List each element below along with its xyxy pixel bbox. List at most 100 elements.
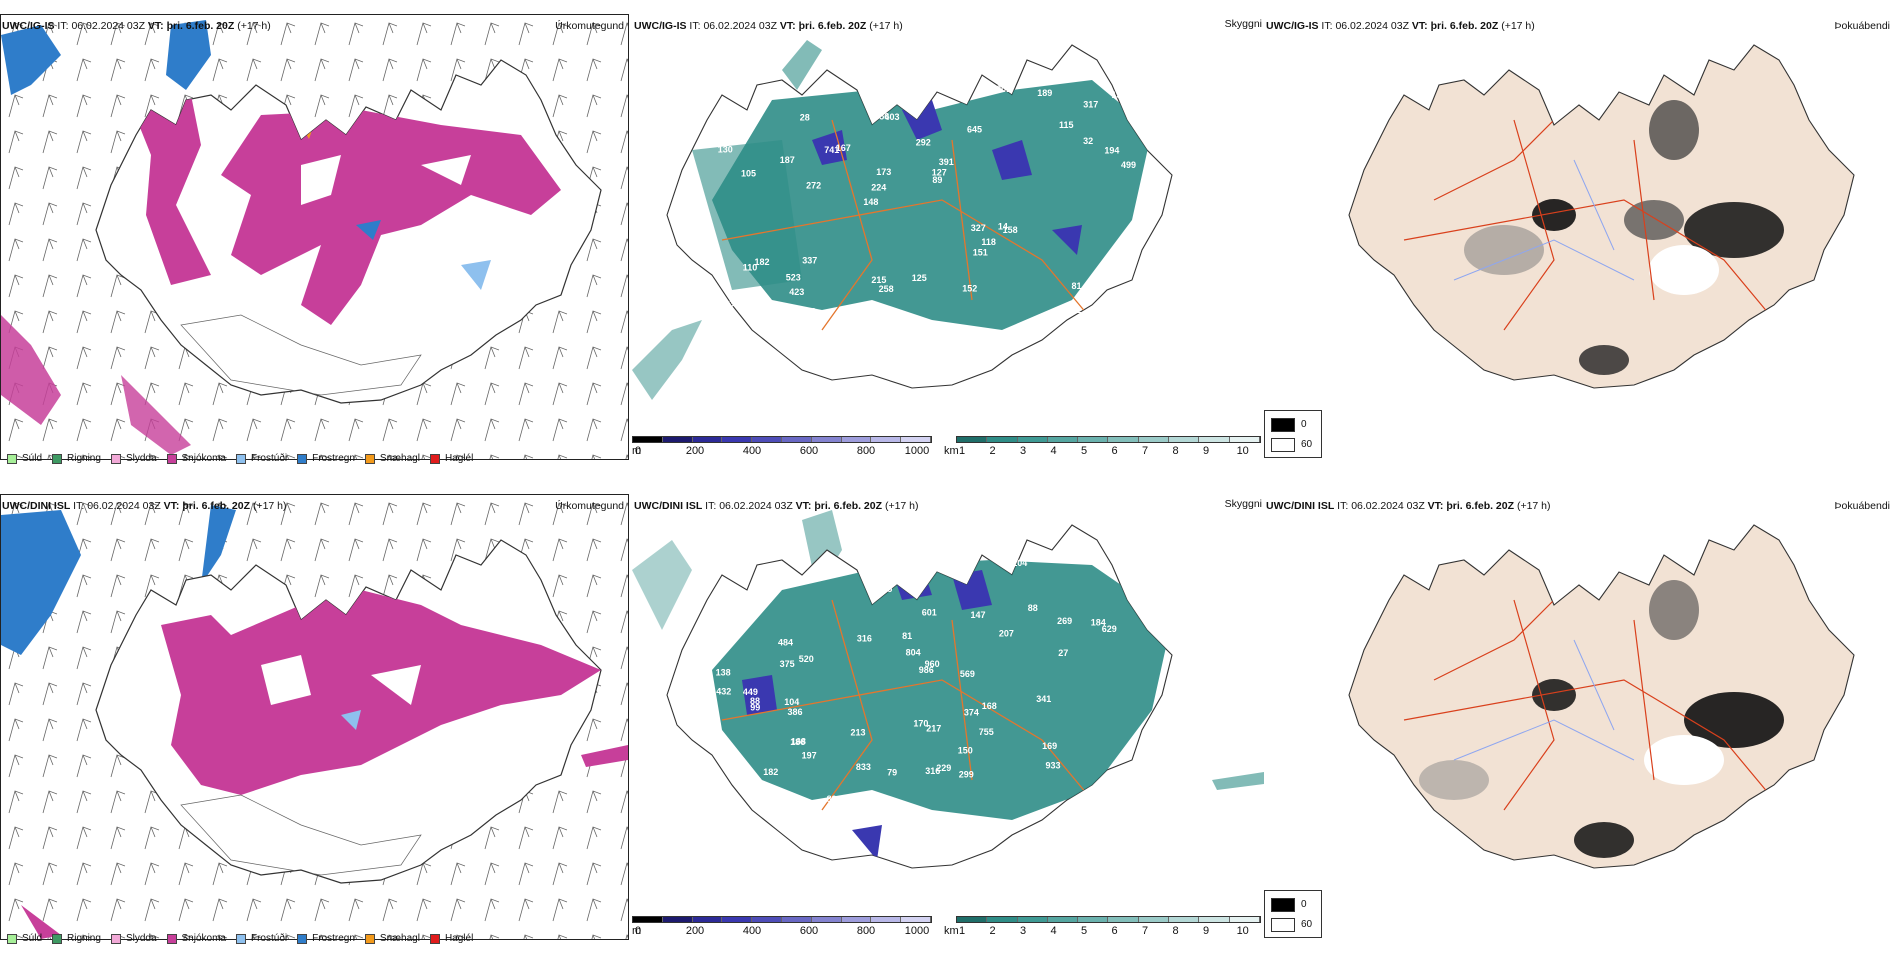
visibility-value-label: 47 [879, 803, 889, 813]
it-label: IT: [689, 20, 701, 32]
tick: 1 [959, 925, 966, 937]
vt-value: þri. 6.feb. 20Z [798, 20, 867, 32]
panel-header: UWC/DINI ISL IT: 06.02.2024 03Z VT: þri.… [1266, 500, 1551, 512]
visibility-value-label: 118 [981, 237, 996, 247]
visibility-value-label: 133 [1112, 90, 1127, 100]
visibility-value-label: 147 [971, 610, 986, 620]
visibility-value-label: 375 [780, 659, 795, 669]
it-label: IT: [705, 500, 717, 512]
visibility-value-label: 403 [885, 112, 900, 122]
legend-swatch [110, 933, 121, 944]
visibility-value-label: 182 [763, 767, 778, 777]
legend-item-snjokoma: Snjókoma [166, 933, 226, 944]
vt-label: VT: [779, 20, 796, 32]
panel-title: Þokuábendi [1834, 500, 1890, 512]
lead-time: (+17 h) [1501, 20, 1535, 32]
visibility-value-label: 149 [761, 329, 776, 339]
legend-label: Súld [22, 453, 43, 464]
visibility-colorbar-m: 0 200 400 600 800 1000 m [632, 916, 932, 942]
model-name: UWC/IG-IS [1266, 20, 1319, 32]
visibility-value-label: 520 [799, 654, 814, 664]
legend-label: Snjókoma [181, 453, 226, 464]
legend-label: Slydda [125, 933, 157, 944]
visibility-value-label: 105 [741, 168, 756, 178]
legend-label: Rigning [67, 453, 101, 464]
legend-swatch [52, 453, 63, 464]
tick: 2 [989, 925, 996, 937]
visibility-value-label: 601 [922, 607, 937, 617]
tick: 400 [742, 925, 762, 937]
visibility-panel: 72 105 317 148 645 142 556 292 182 167 137 423 403 39… [632, 0, 1264, 478]
tick: 10 [1236, 925, 1249, 937]
vt-value: þri. 6.feb. 20Z [166, 20, 235, 32]
visibility-value-label: 374 [964, 708, 979, 718]
visibility-value-label: 316 [925, 766, 940, 776]
precip-type-map [1, 495, 628, 939]
visibility-value-label: 523 [786, 273, 801, 283]
visibility-value-label: 681 [876, 73, 891, 83]
it-value: 06.02.2024 03Z [1335, 20, 1409, 32]
tick: 0 [634, 445, 642, 457]
fog-legend-swatch [1271, 418, 1295, 432]
legend-item-slydda: Slydda [110, 933, 157, 944]
precip-type-legend: Súld Rigning Slydda Snjókoma Frostúði Fr… [7, 453, 473, 464]
model-name: UWC/IG-IS [2, 20, 55, 32]
visibility-map: 182 104 111 88 217 520 386 168 269 207 449 540 755 98… [632, 510, 1264, 869]
visibility-value-label: 229 [936, 763, 951, 773]
visibility-value-label: 556 [874, 111, 889, 121]
visibility-value-label: 833 [856, 762, 871, 772]
visibility-value-label: 194 [1104, 146, 1119, 156]
tick: 8 [1172, 445, 1179, 457]
vt-label: VT: [795, 500, 812, 512]
legend-item-rigning: Rigning [52, 933, 101, 944]
visibility-value-label: 168 [982, 701, 997, 711]
visibility-value-label: 187 [780, 155, 795, 165]
panel-title: Úrkomutegund [555, 20, 624, 32]
visibility-value-label: 106 [894, 63, 909, 73]
model-row-dini-isl: Súld Rigning Slydda Snjókoma Frostúði Fr… [0, 480, 1900, 958]
fog-legend: 0 60 [1264, 890, 1322, 938]
vt-label: VT: [147, 20, 164, 32]
legend-swatch [429, 933, 440, 944]
tick: 10 [1236, 445, 1249, 457]
vt-label: VT: [1411, 20, 1428, 32]
vt-label: VT: [163, 500, 180, 512]
visibility-value-label: 111 [810, 569, 824, 579]
colorbar-unit: km [944, 925, 959, 937]
visibility-value-label: 148 [863, 197, 878, 207]
visibility-value-label: 167 [836, 143, 851, 153]
fog-legend-swatch [1271, 918, 1295, 932]
legend-swatch [7, 933, 17, 944]
fog-panel: UWC/IG-IS IT: 06.02.2024 03Z VT: þri. 6.… [1264, 0, 1900, 478]
visibility-value-label: 138 [716, 667, 731, 677]
visibility-value-label: 170 [913, 719, 928, 729]
lead-time: (+17 h) [237, 20, 271, 32]
fog-legend-swatch [1271, 438, 1295, 452]
legend-swatch [235, 453, 246, 464]
tick: 3 [1020, 445, 1027, 457]
visibility-value-label: 14 [998, 221, 1008, 231]
tick: 400 [742, 445, 762, 457]
visibility-value-label: 137 [724, 299, 739, 309]
colorbar-strip [632, 916, 932, 923]
visibility-value-label: 438 [958, 554, 973, 564]
visibility-value-label: 269 [1057, 616, 1072, 626]
colorbar-unit: km [944, 445, 959, 457]
visibility-value-label: 338 [747, 109, 762, 119]
legend-label: Súld [22, 933, 43, 944]
it-value: 06.02.2024 03Z [1351, 500, 1425, 512]
legend-swatch [297, 933, 308, 944]
tick: 9 [1203, 925, 1210, 937]
tick: 1 [959, 445, 966, 457]
visibility-value-label: 89 [827, 794, 837, 804]
it-value: 06.02.2024 03Z [703, 20, 777, 32]
tick: 7 [1142, 445, 1149, 457]
visibility-map: 72 105 317 148 645 142 556 292 182 167 137 423 403 39… [632, 40, 1173, 400]
visibility-value-label: 143 [801, 307, 816, 317]
colorbar-strip [632, 436, 932, 443]
it-label: IT: [73, 500, 85, 512]
tick: 4 [1050, 925, 1057, 937]
colorbar-ticks: 1 2 3 4 5 6 7 8 9 10 [956, 445, 1261, 459]
visibility-value-label: 81 [902, 631, 912, 641]
colorbar-unit: m [632, 925, 642, 937]
